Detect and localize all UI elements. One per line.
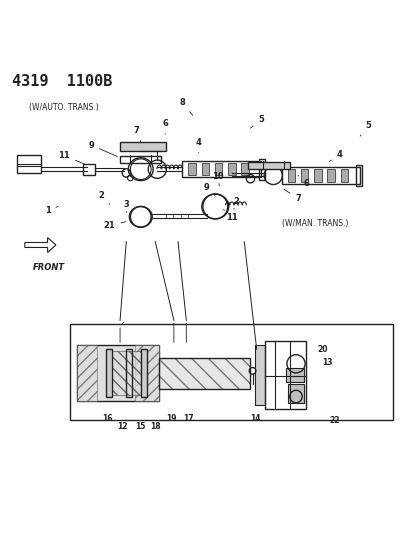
Bar <box>76 345 159 401</box>
Text: 2: 2 <box>233 197 238 209</box>
Text: 16: 16 <box>102 414 113 423</box>
Text: 4: 4 <box>329 150 342 161</box>
Text: 7: 7 <box>133 126 140 142</box>
Text: 1: 1 <box>45 206 58 215</box>
Bar <box>254 345 264 405</box>
Text: 11: 11 <box>58 151 84 164</box>
Bar <box>159 358 250 389</box>
Text: 15: 15 <box>135 422 146 431</box>
Text: 20: 20 <box>317 345 328 354</box>
Text: 8: 8 <box>179 99 192 115</box>
Text: 22: 22 <box>328 416 339 425</box>
Text: FRONT: FRONT <box>33 263 65 272</box>
Bar <box>300 169 308 182</box>
Text: 5: 5 <box>250 115 263 128</box>
Bar <box>201 163 209 175</box>
Text: 13: 13 <box>321 358 332 367</box>
Bar <box>126 349 132 397</box>
Bar <box>287 169 294 182</box>
Bar <box>159 358 250 389</box>
Bar <box>228 163 235 175</box>
Bar <box>109 351 140 395</box>
Bar <box>287 384 304 403</box>
Bar <box>214 163 222 175</box>
Text: 5: 5 <box>359 121 370 136</box>
Text: 2: 2 <box>98 191 109 204</box>
Bar <box>281 167 359 184</box>
Bar <box>188 163 195 175</box>
Text: 6: 6 <box>297 175 309 188</box>
Bar <box>140 349 147 397</box>
Text: 19: 19 <box>166 414 177 423</box>
Text: 11: 11 <box>223 209 237 222</box>
Text: 3: 3 <box>123 200 129 213</box>
Bar <box>134 345 159 401</box>
Text: 7: 7 <box>283 189 300 203</box>
Text: 4: 4 <box>195 138 201 152</box>
Text: 10: 10 <box>211 172 223 186</box>
Bar <box>248 161 289 169</box>
Bar <box>83 164 95 175</box>
Bar <box>76 345 97 401</box>
Text: 9: 9 <box>204 183 215 196</box>
Bar <box>105 349 112 397</box>
Text: 14: 14 <box>250 414 261 423</box>
Text: (W/AUTO. TRANS.): (W/AUTO. TRANS.) <box>29 103 98 112</box>
Bar <box>120 142 165 151</box>
Bar <box>327 169 334 182</box>
Bar <box>241 163 248 175</box>
Text: 21: 21 <box>104 221 126 230</box>
Text: 12: 12 <box>116 422 127 431</box>
Bar <box>340 169 347 182</box>
Text: 9: 9 <box>88 141 117 157</box>
Bar <box>264 341 306 409</box>
Text: (W/MAN. TRANS.): (W/MAN. TRANS.) <box>281 219 347 228</box>
Bar <box>258 159 264 180</box>
Bar <box>182 161 260 177</box>
Bar <box>355 165 361 186</box>
Bar <box>313 169 321 182</box>
Bar <box>285 368 304 382</box>
Text: 17: 17 <box>183 414 193 423</box>
Bar <box>17 155 41 173</box>
Text: 6: 6 <box>162 119 168 134</box>
Bar <box>70 325 392 419</box>
Polygon shape <box>25 238 56 253</box>
Bar <box>120 156 161 163</box>
Text: 18: 18 <box>150 422 160 431</box>
Text: 4319  1100B: 4319 1100B <box>12 74 112 89</box>
